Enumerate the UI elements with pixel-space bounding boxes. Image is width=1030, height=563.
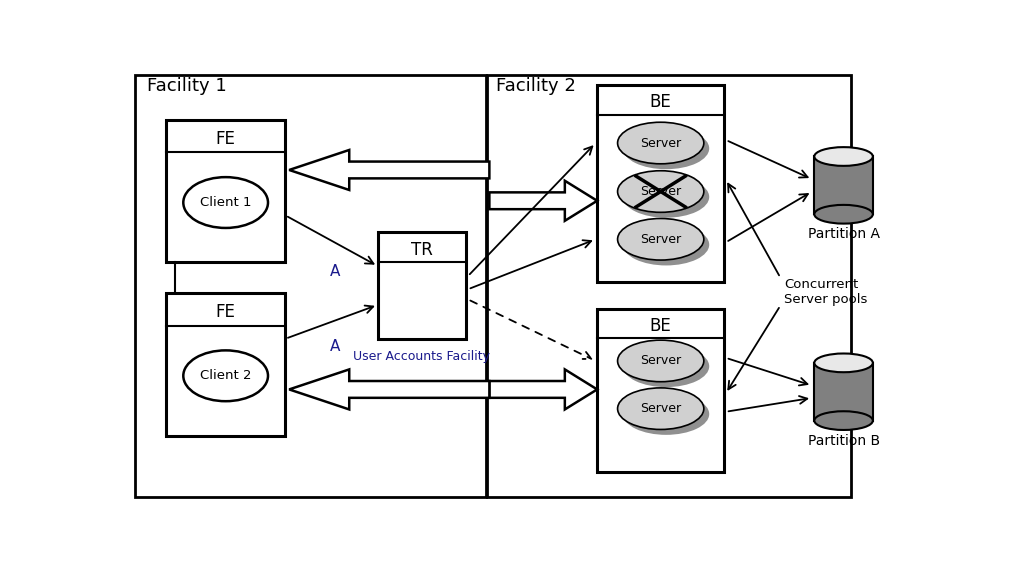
Text: Partition B: Partition B (808, 434, 880, 448)
Ellipse shape (623, 224, 710, 265)
FancyBboxPatch shape (597, 309, 724, 472)
Ellipse shape (815, 411, 872, 430)
Ellipse shape (623, 128, 710, 169)
Text: FE: FE (215, 303, 236, 321)
FancyBboxPatch shape (815, 363, 872, 421)
Text: Server: Server (640, 185, 681, 198)
FancyBboxPatch shape (378, 231, 467, 339)
Text: Partition A: Partition A (808, 227, 880, 242)
Ellipse shape (623, 394, 710, 435)
Ellipse shape (618, 218, 703, 260)
Text: BE: BE (650, 316, 672, 334)
Text: TR: TR (411, 241, 433, 259)
Ellipse shape (183, 350, 268, 401)
Text: Client 1: Client 1 (200, 196, 251, 209)
Text: A: A (330, 264, 340, 279)
Ellipse shape (183, 177, 268, 228)
Text: Concurrent
Server pools: Concurrent Server pools (784, 278, 867, 306)
Ellipse shape (618, 171, 703, 212)
FancyBboxPatch shape (487, 75, 851, 497)
Text: A: A (330, 339, 340, 354)
Ellipse shape (815, 205, 872, 224)
FancyBboxPatch shape (166, 120, 285, 262)
Polygon shape (289, 369, 489, 409)
Text: FE: FE (215, 130, 236, 148)
Polygon shape (489, 181, 597, 221)
Ellipse shape (815, 147, 872, 166)
FancyBboxPatch shape (597, 85, 724, 282)
Text: Server: Server (640, 402, 681, 415)
Text: User Accounts Facility: User Accounts Facility (353, 350, 490, 363)
FancyBboxPatch shape (815, 157, 872, 215)
Ellipse shape (618, 340, 703, 382)
Text: Server: Server (640, 355, 681, 368)
Ellipse shape (623, 176, 710, 218)
Text: Facility 2: Facility 2 (496, 77, 576, 95)
Text: BE: BE (650, 93, 672, 111)
Ellipse shape (618, 122, 703, 164)
Polygon shape (489, 369, 597, 409)
Text: Server: Server (640, 233, 681, 246)
FancyBboxPatch shape (166, 293, 285, 436)
Polygon shape (289, 150, 489, 190)
Text: Server: Server (640, 136, 681, 150)
Ellipse shape (815, 354, 872, 372)
Ellipse shape (618, 388, 703, 430)
Text: Facility 1: Facility 1 (146, 77, 227, 95)
FancyBboxPatch shape (135, 75, 485, 497)
Ellipse shape (623, 346, 710, 387)
Text: Client 2: Client 2 (200, 369, 251, 382)
